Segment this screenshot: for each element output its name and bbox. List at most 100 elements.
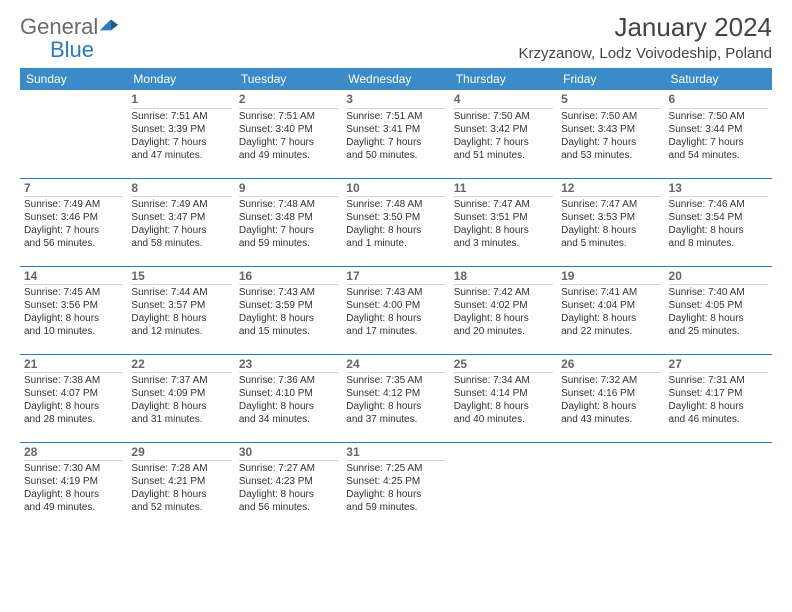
day-detail-line: Sunset: 4:23 PM <box>239 475 338 488</box>
header: General Blue January 2024 Krzyzanow, Lod… <box>20 12 772 62</box>
calendar-header-row: SundayMondayTuesdayWednesdayThursdayFrid… <box>20 68 772 90</box>
day-detail-line: and 43 minutes. <box>561 413 660 426</box>
day-detail-line: Daylight: 7 hours <box>131 224 230 237</box>
day-detail-line: and 3 minutes. <box>454 237 553 250</box>
day-detail-line: Sunrise: 7:49 AM <box>131 198 230 211</box>
day-detail-line: and 51 minutes. <box>454 149 553 162</box>
calendar-day-cell: 2Sunrise: 7:51 AMSunset: 3:40 PMDaylight… <box>235 90 342 178</box>
day-number: 25 <box>454 357 553 374</box>
day-detail-line: Daylight: 8 hours <box>669 224 768 237</box>
day-number: 7 <box>24 181 123 198</box>
calendar-day-cell: 28Sunrise: 7:30 AMSunset: 4:19 PMDayligh… <box>20 442 127 530</box>
day-detail-line: and 28 minutes. <box>24 413 123 426</box>
calendar-day-cell: 24Sunrise: 7:35 AMSunset: 4:12 PMDayligh… <box>342 354 449 442</box>
calendar-day-cell: 20Sunrise: 7:40 AMSunset: 4:05 PMDayligh… <box>665 266 772 354</box>
day-detail-line: Sunset: 4:14 PM <box>454 387 553 400</box>
day-number: 6 <box>669 92 768 109</box>
day-detail-line: Sunrise: 7:34 AM <box>454 374 553 387</box>
day-detail-line: and 59 minutes. <box>239 237 338 250</box>
day-detail-line: and 10 minutes. <box>24 325 123 338</box>
day-detail-line: Daylight: 8 hours <box>131 400 230 413</box>
day-detail-line: Daylight: 8 hours <box>561 312 660 325</box>
logo: General Blue <box>20 12 120 62</box>
day-detail-line: Sunset: 3:42 PM <box>454 123 553 136</box>
calendar-week-row: 7Sunrise: 7:49 AMSunset: 3:46 PMDaylight… <box>20 178 772 266</box>
day-detail-line: Sunrise: 7:31 AM <box>669 374 768 387</box>
calendar-day-cell: 17Sunrise: 7:43 AMSunset: 4:00 PMDayligh… <box>342 266 449 354</box>
day-detail-line: Sunset: 3:56 PM <box>24 299 123 312</box>
logo-text-block: General Blue <box>20 12 120 62</box>
day-detail-line: Sunset: 4:21 PM <box>131 475 230 488</box>
calendar-week-row: 14Sunrise: 7:45 AMSunset: 3:56 PMDayligh… <box>20 266 772 354</box>
day-detail-line: Sunset: 4:25 PM <box>346 475 445 488</box>
day-detail-line: and 37 minutes. <box>346 413 445 426</box>
day-detail-line: Sunset: 4:07 PM <box>24 387 123 400</box>
day-detail-line: Sunset: 3:46 PM <box>24 211 123 224</box>
day-detail-line: Sunset: 3:59 PM <box>239 299 338 312</box>
day-number: 9 <box>239 181 338 198</box>
day-detail-line: Sunrise: 7:40 AM <box>669 286 768 299</box>
day-detail-line: Sunset: 3:57 PM <box>131 299 230 312</box>
calendar-day-cell: 30Sunrise: 7:27 AMSunset: 4:23 PMDayligh… <box>235 442 342 530</box>
day-number: 28 <box>24 445 123 462</box>
day-detail-line: Sunset: 4:16 PM <box>561 387 660 400</box>
day-number: 27 <box>669 357 768 374</box>
logo-text-blue: Blue <box>20 37 94 62</box>
day-number: 13 <box>669 181 768 198</box>
calendar-table: SundayMondayTuesdayWednesdayThursdayFrid… <box>20 68 772 530</box>
day-detail-line: Daylight: 7 hours <box>24 224 123 237</box>
day-detail-line: Daylight: 8 hours <box>131 312 230 325</box>
day-detail-line: Sunset: 3:54 PM <box>669 211 768 224</box>
day-detail-line: and 47 minutes. <box>131 149 230 162</box>
day-detail-line: Daylight: 8 hours <box>454 312 553 325</box>
day-detail-line: Daylight: 7 hours <box>669 136 768 149</box>
day-detail-line: Sunset: 4:10 PM <box>239 387 338 400</box>
day-detail-line: Daylight: 8 hours <box>239 400 338 413</box>
day-detail-line: Sunrise: 7:30 AM <box>24 462 123 475</box>
day-detail-line: Sunset: 3:53 PM <box>561 211 660 224</box>
day-detail-line: Sunrise: 7:48 AM <box>346 198 445 211</box>
calendar-day-cell <box>665 442 772 530</box>
day-detail-line: Sunrise: 7:49 AM <box>24 198 123 211</box>
calendar-day-cell <box>20 90 127 178</box>
day-detail-line: and 31 minutes. <box>131 413 230 426</box>
day-detail-line: and 46 minutes. <box>669 413 768 426</box>
day-detail-line: Daylight: 7 hours <box>454 136 553 149</box>
day-detail-line: Sunset: 4:00 PM <box>346 299 445 312</box>
day-detail-line: Sunrise: 7:51 AM <box>239 110 338 123</box>
calendar-week-row: 21Sunrise: 7:38 AMSunset: 4:07 PMDayligh… <box>20 354 772 442</box>
day-detail-line: Sunrise: 7:41 AM <box>561 286 660 299</box>
day-number: 12 <box>561 181 660 198</box>
day-detail-line: Daylight: 8 hours <box>346 400 445 413</box>
day-detail-line: Daylight: 7 hours <box>131 136 230 149</box>
day-detail-line: Daylight: 7 hours <box>561 136 660 149</box>
calendar-day-cell: 4Sunrise: 7:50 AMSunset: 3:42 PMDaylight… <box>450 90 557 178</box>
calendar-day-cell: 16Sunrise: 7:43 AMSunset: 3:59 PMDayligh… <box>235 266 342 354</box>
day-number: 26 <box>561 357 660 374</box>
day-number: 5 <box>561 92 660 109</box>
calendar-week-row: 1Sunrise: 7:51 AMSunset: 3:39 PMDaylight… <box>20 90 772 178</box>
day-detail-line: and 50 minutes. <box>346 149 445 162</box>
day-detail-line: Daylight: 7 hours <box>239 136 338 149</box>
day-detail-line: and 56 minutes. <box>239 501 338 514</box>
day-detail-line: Daylight: 8 hours <box>561 400 660 413</box>
day-number: 4 <box>454 92 553 109</box>
calendar-day-cell: 25Sunrise: 7:34 AMSunset: 4:14 PMDayligh… <box>450 354 557 442</box>
calendar-body: 1Sunrise: 7:51 AMSunset: 3:39 PMDaylight… <box>20 90 772 530</box>
day-number: 2 <box>239 92 338 109</box>
day-detail-line: Sunrise: 7:36 AM <box>239 374 338 387</box>
day-detail-line: Sunrise: 7:42 AM <box>454 286 553 299</box>
day-detail-line: Daylight: 8 hours <box>24 312 123 325</box>
page-title: January 2024 <box>519 12 773 43</box>
day-detail-line: and 5 minutes. <box>561 237 660 250</box>
day-header: Wednesday <box>342 68 449 90</box>
calendar-day-cell: 18Sunrise: 7:42 AMSunset: 4:02 PMDayligh… <box>450 266 557 354</box>
day-detail-line: Sunrise: 7:51 AM <box>131 110 230 123</box>
day-header: Tuesday <box>235 68 342 90</box>
day-detail-line: Daylight: 8 hours <box>239 488 338 501</box>
day-header: Friday <box>557 68 664 90</box>
day-detail-line: and 20 minutes. <box>454 325 553 338</box>
calendar-day-cell: 10Sunrise: 7:48 AMSunset: 3:50 PMDayligh… <box>342 178 449 266</box>
day-detail-line: Sunset: 4:19 PM <box>24 475 123 488</box>
day-number: 17 <box>346 269 445 286</box>
